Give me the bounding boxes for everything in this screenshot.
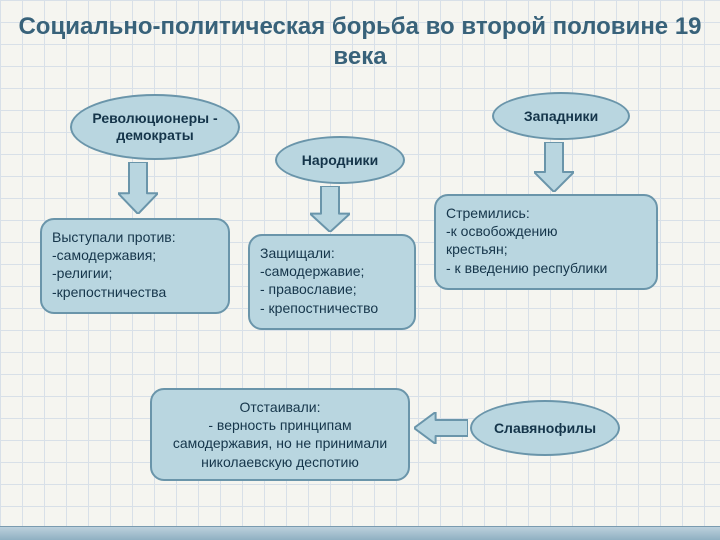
arrow-down-icon [534, 142, 574, 192]
node-label: Западники [524, 108, 598, 125]
node-zapadniki: Западники [492, 92, 630, 140]
arrow-down-icon [118, 162, 158, 214]
arrow-down-icon [310, 186, 350, 232]
box-narodniki: Защищали: -самодержавие; - православие; … [248, 234, 416, 330]
node-narodniki: Народники [275, 136, 405, 184]
box-revolutionaries: Выступали против: -самодержавия; -религи… [40, 218, 230, 314]
node-label: Революционеры - демократы [80, 110, 230, 144]
box-text: Выступали против: -самодержавия; -религи… [52, 229, 176, 300]
arrow-left-icon [414, 412, 468, 444]
node-slavyanofily: Славянофилы [470, 400, 620, 456]
footer-bar [0, 526, 720, 540]
box-text: Защищали: -самодержавие; - православие; … [260, 245, 378, 316]
box-text: Стремились: -к освобождению крестьян; - … [446, 205, 607, 276]
box-slavyanofily: Отстаивали: - верность принципам самодер… [150, 388, 410, 481]
node-label: Народники [302, 152, 378, 169]
box-zapadniki: Стремились: -к освобождению крестьян; - … [434, 194, 658, 290]
node-label: Славянофилы [494, 420, 596, 437]
box-text: Отстаивали: - верность принципам самодер… [173, 399, 387, 470]
slide-title: Социально-политическая борьба во второй … [0, 12, 720, 72]
node-revolutionaries: Революционеры - демократы [70, 94, 240, 160]
